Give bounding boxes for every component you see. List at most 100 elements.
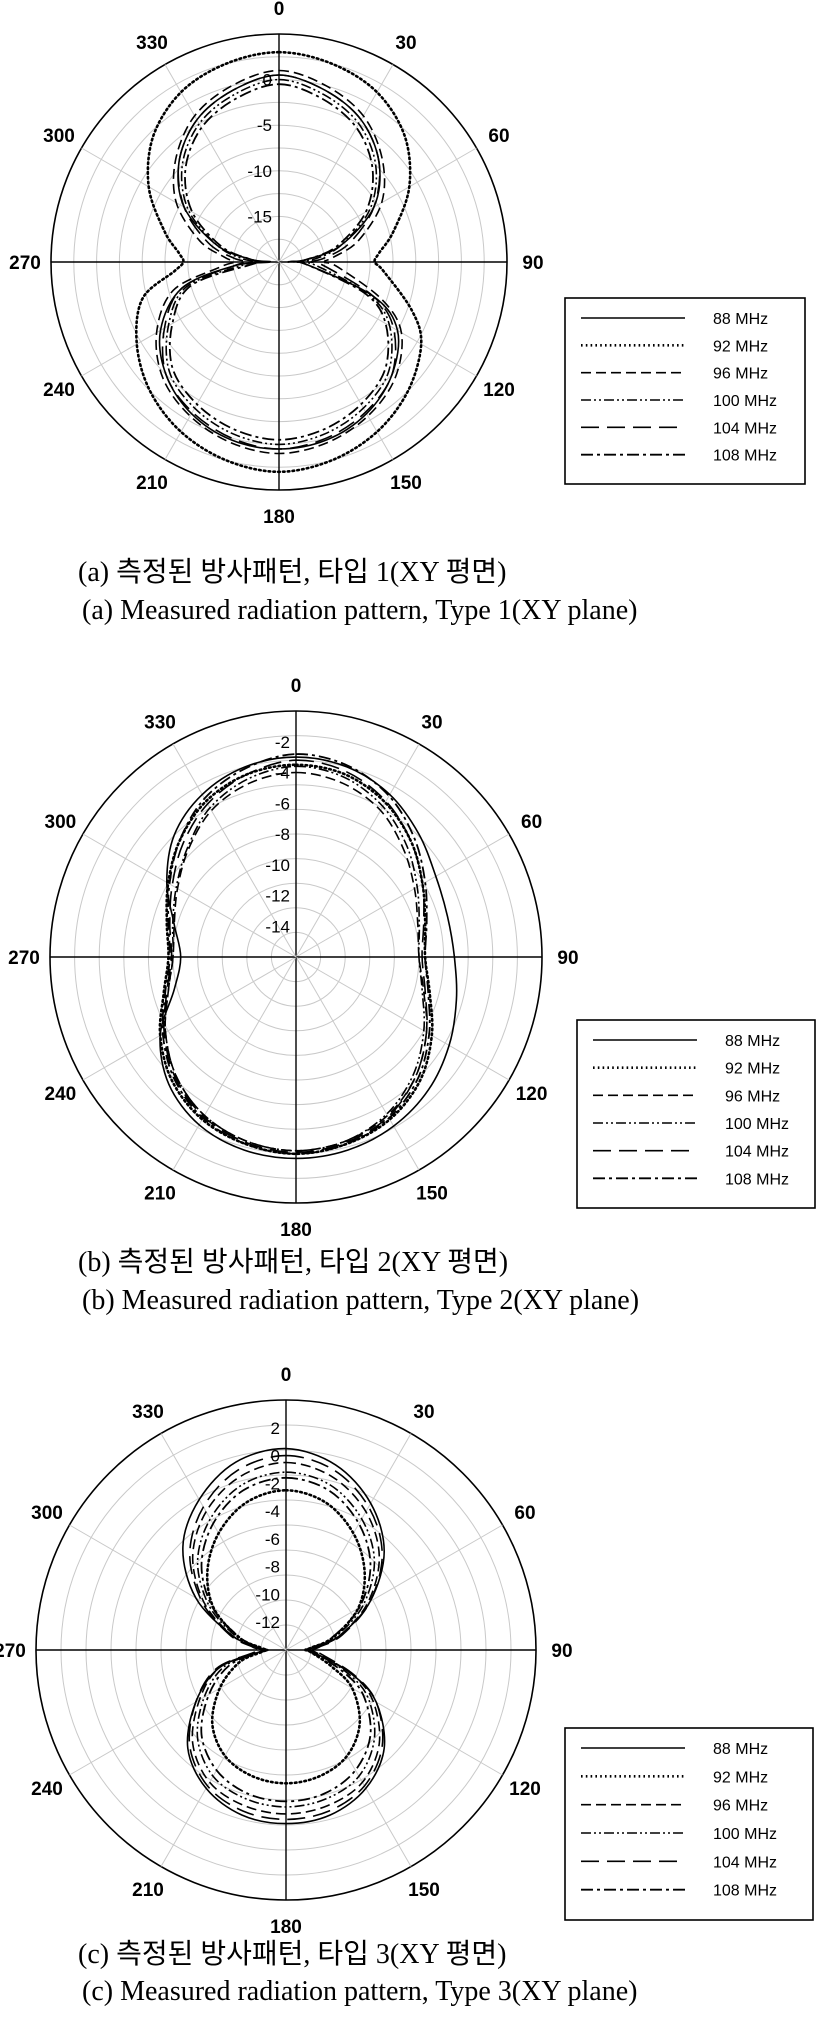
angle-tick-label: 210 <box>136 473 168 494</box>
grid-spoke <box>82 956 297 1081</box>
legend-entry: 92 MHz <box>713 1769 768 1786</box>
chart-panel-c: 030609012015018021024027030033020-2-4-6-… <box>0 1365 827 2028</box>
grid-spoke <box>295 956 420 1171</box>
radial-tick-label: -2 <box>275 733 290 752</box>
radial-tick-label: -10 <box>255 1585 280 1604</box>
series-line <box>134 50 423 474</box>
legend-entry: 88 MHz <box>713 311 768 328</box>
caption-ko-b: (b) 측정된 방사패턴, 타입 2(XY 평면) <box>78 1247 509 1278</box>
angle-tick-label: 270 <box>9 253 41 274</box>
series-line <box>161 753 431 1155</box>
series-line <box>188 1454 384 1821</box>
grid-spoke <box>172 743 297 958</box>
radial-tick-label: -10 <box>265 856 290 875</box>
angle-tick-label: 90 <box>557 948 578 969</box>
legend-entry: 104 MHz <box>713 1854 777 1871</box>
angle-tick-label: 330 <box>132 1402 164 1423</box>
grid-spoke <box>160 1433 287 1651</box>
legend-entry: 108 MHz <box>713 1883 777 1900</box>
angle-tick-label: 270 <box>8 948 40 969</box>
angle-tick-label: 300 <box>31 1503 63 1524</box>
series-line <box>155 69 403 455</box>
angle-tick-label: 0 <box>281 1365 292 1386</box>
grid-spoke <box>285 1524 503 1651</box>
angle-tick-label: 30 <box>413 1402 434 1423</box>
caption-en-a: (a) Measured radiation pattern, Type 1(X… <box>82 595 638 626</box>
legend-entry: 108 MHz <box>725 1171 789 1188</box>
angle-tick-label: 300 <box>43 126 75 147</box>
grid-spoke <box>82 833 297 958</box>
legend-entry: 88 MHz <box>713 1741 768 1758</box>
series-line <box>196 1471 376 1808</box>
grid-spoke <box>164 64 280 263</box>
grid-spoke <box>164 261 280 460</box>
angle-tick-label: 180 <box>270 1917 302 1938</box>
series-line <box>200 1476 372 1803</box>
angle-tick-label: 150 <box>416 1184 448 1205</box>
angle-tick-label: 240 <box>43 380 75 401</box>
angle-tick-label: 240 <box>31 1779 63 1800</box>
series-line <box>163 759 428 1154</box>
angle-tick-label: 90 <box>551 1641 572 1662</box>
grid-spoke <box>69 1524 287 1651</box>
series-line <box>191 1461 381 1815</box>
angle-tick-label: 210 <box>144 1184 176 1205</box>
grid-spoke <box>81 261 280 377</box>
legend-box <box>564 1727 814 1921</box>
radial-tick-label: 0 <box>263 71 272 90</box>
radial-tick-label: 2 <box>271 1419 280 1438</box>
legend-entry: 92 MHz <box>725 1061 780 1078</box>
legend-entry: 96 MHz <box>713 366 768 383</box>
angle-tick-label: 120 <box>509 1779 541 1800</box>
legend-entry: 108 MHz <box>713 448 777 465</box>
legend-entry: 100 MHz <box>713 393 777 410</box>
legend-box <box>564 297 806 485</box>
angle-tick-label: 180 <box>263 507 295 528</box>
grid-spoke <box>295 743 420 958</box>
grid-spoke <box>172 956 297 1171</box>
radial-tick-label: -5 <box>257 116 272 135</box>
radial-tick-label: -14 <box>265 917 290 936</box>
grid-spoke <box>285 1649 412 1867</box>
legend-box <box>576 1019 816 1209</box>
angle-tick-label: 30 <box>395 33 416 54</box>
radial-tick-label: -12 <box>255 1613 280 1632</box>
radial-tick-label: -8 <box>265 1558 280 1577</box>
radial-tick-label: -10 <box>247 162 272 181</box>
grid-spoke <box>160 1649 287 1867</box>
grid-spoke <box>278 64 394 263</box>
radial-tick-label: -12 <box>265 887 290 906</box>
angle-tick-label: 270 <box>0 1641 26 1662</box>
angle-tick-label: 210 <box>132 1880 164 1901</box>
caption-en-c: (c) Measured radiation pattern, Type 3(X… <box>82 1976 638 2007</box>
legend-entry: 100 MHz <box>713 1826 777 1843</box>
angle-tick-label: 60 <box>488 126 509 147</box>
grid-spoke <box>278 261 394 460</box>
polar-chart-a: 0 30 60 90 120 150 180 210 240 270 300 330 0 -5 -10 -15… <box>9 0 806 528</box>
angle-tick-label: 90 <box>522 253 543 274</box>
angle-tick-label: 120 <box>483 380 515 401</box>
grid-spoke <box>69 1649 287 1776</box>
polar-chart-b: 0306090120150180210240270300330-2-4-6-8-… <box>8 676 816 1241</box>
series-line <box>164 765 426 1152</box>
angle-tick-label: 330 <box>144 712 176 733</box>
angle-tick-label: 150 <box>408 1880 440 1901</box>
radial-tick-label: -6 <box>265 1530 280 1549</box>
series-line <box>159 756 458 1160</box>
angle-tick-label: 120 <box>516 1084 548 1105</box>
radial-tick-label: -6 <box>275 794 290 813</box>
series-line <box>168 83 390 441</box>
angle-tick-label: 0 <box>291 676 302 697</box>
chart-panel-b: 0 30 60 90 120 150 180 210 240 270 300 330 -2 -4 -6 -8-… <box>0 676 827 1320</box>
grid-spoke <box>81 147 280 263</box>
grid-spoke <box>285 1433 412 1651</box>
angle-tick-label: 60 <box>521 812 542 833</box>
radial-tick-label: -8 <box>275 825 290 844</box>
legend-entry: 104 MHz <box>713 420 777 437</box>
angle-tick-label: 330 <box>136 33 168 54</box>
series-line <box>161 74 397 450</box>
legend-entry: 100 MHz <box>725 1116 789 1133</box>
angle-tick-label: 240 <box>45 1084 77 1105</box>
polar-chart-c: 030609012015018021024027030033020-2-4-6-… <box>0 1365 814 1938</box>
grid-spoke <box>285 1649 503 1776</box>
